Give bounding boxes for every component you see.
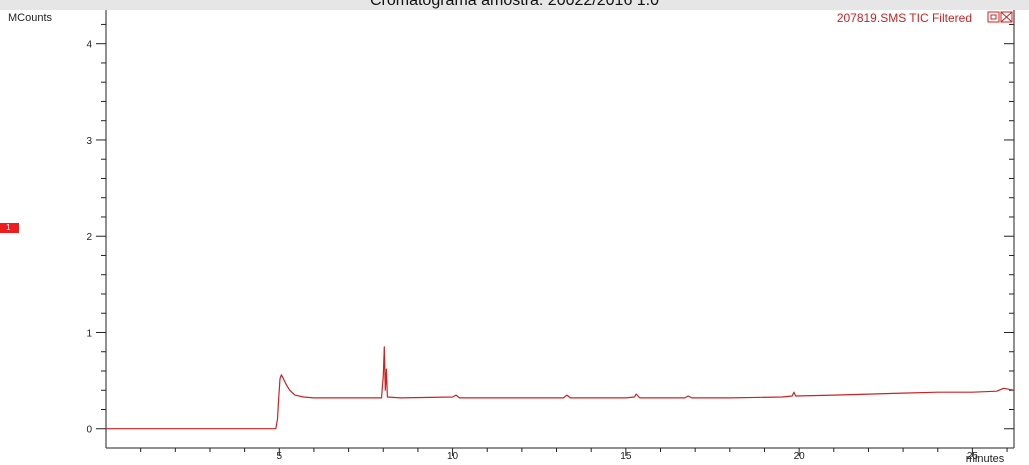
series-line-0: [106, 346, 1015, 430]
series-layer: [106, 346, 1015, 430]
axis-ticks: [96, 23, 1014, 456]
chart-title: Cromatograma amostra: 20022/2016 1.0: [369, 0, 660, 9]
x-tick-label: 15: [620, 451, 632, 462]
y-axis-label: MCounts: [8, 12, 53, 24]
x-axis-label: minutes: [966, 453, 1005, 465]
axis-tick-labels: 0 1 2 3 4 5 10 15 20 25: [86, 40, 978, 462]
y-tick-label: 3: [86, 136, 92, 147]
x-tick-label: 10: [447, 451, 459, 462]
plot-axes: [105, 10, 1015, 449]
x-tick-label: 20: [794, 451, 806, 462]
restore-icon[interactable]: [987, 11, 1000, 23]
trace-legend-label: 207819.SMS TIC Filtered: [837, 11, 972, 25]
y-tick-label: 2: [86, 232, 92, 243]
x-tick-label: 5: [277, 451, 283, 462]
y-tick-label: 0: [86, 425, 92, 436]
y-tick-label: 1: [86, 328, 92, 339]
close-icon[interactable]: [1000, 11, 1013, 23]
window-title-bar: Cromatograma amostra: 20022/2016 1.0: [0, 0, 1029, 10]
peak-marker-badge[interactable]: 1: [0, 223, 19, 233]
x-tick-label: 25: [967, 451, 979, 462]
y-tick-label: 4: [86, 40, 92, 51]
